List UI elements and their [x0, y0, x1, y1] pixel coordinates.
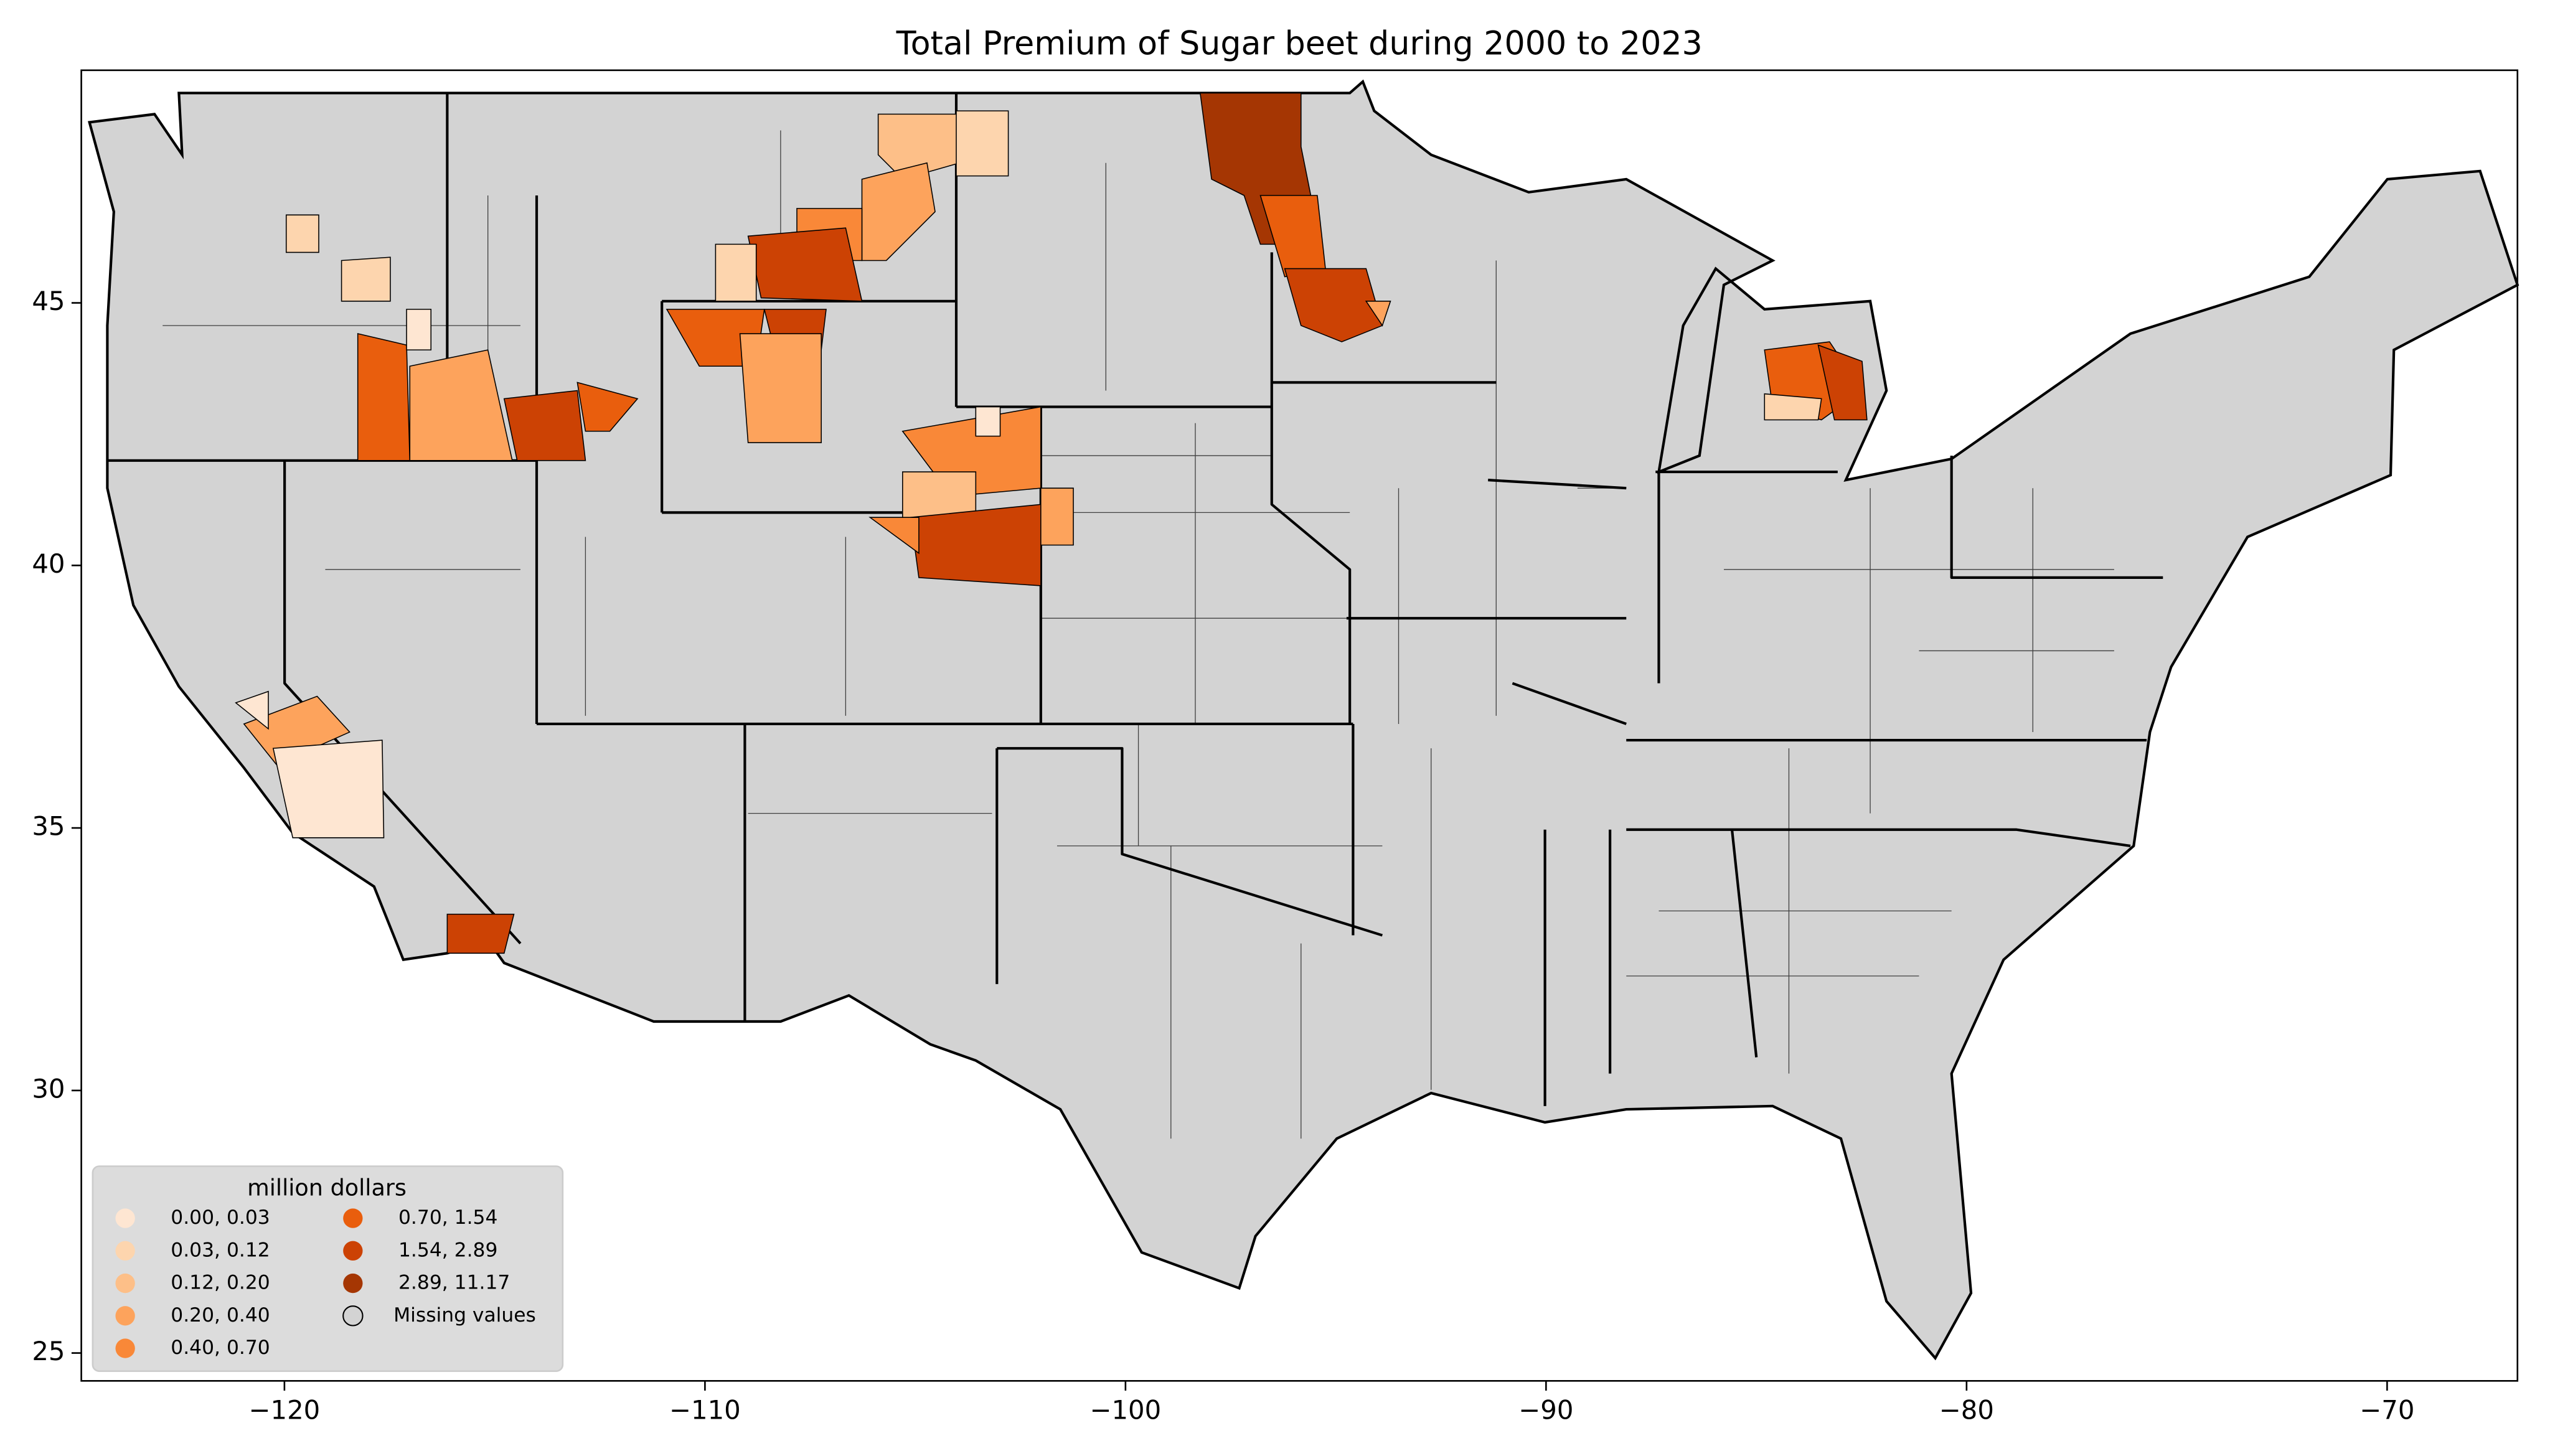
legend-swatch: [115, 1338, 135, 1358]
legend-label: 0.12, 0.20: [171, 1272, 270, 1294]
plot-frame: [80, 69, 2519, 1382]
y-tick-label: 40: [32, 548, 65, 579]
legend-label: 0.03, 0.12: [171, 1239, 270, 1261]
legend-swatch: [343, 1241, 363, 1261]
legend-label: 1.54, 2.89: [398, 1239, 497, 1261]
legend-label: 2.89, 11.17: [398, 1272, 510, 1294]
legend-label: 0.40, 0.70: [171, 1336, 270, 1359]
legend-swatch: [343, 1273, 363, 1294]
legend-label: Missing values: [393, 1304, 536, 1327]
legend-swatch: [342, 1305, 364, 1327]
legend-label: 0.20, 0.40: [171, 1304, 270, 1327]
legend-swatch: [115, 1208, 135, 1228]
y-tick-label: 35: [32, 811, 65, 842]
x-tick-label: −80: [1939, 1394, 1994, 1425]
map: [88, 79, 2519, 1361]
x-tick-label: −90: [1518, 1394, 1573, 1425]
legend: million dollars 0.00, 0.03 0.03, 0.12 0.12…: [92, 1165, 564, 1372]
legend-box: [92, 1165, 564, 1372]
y-tick-label: 45: [32, 286, 65, 316]
x-tick-label: −70: [2359, 1394, 2414, 1425]
legend-swatch: [343, 1208, 363, 1228]
county-grid: [162, 130, 2114, 1139]
legend-swatch: [115, 1306, 135, 1326]
legend-label: 0.70, 1.54: [398, 1206, 497, 1229]
chart-title: Total Premium of Sugar beet during 2000 …: [896, 26, 1703, 63]
y-tick-label: 30: [32, 1073, 65, 1104]
legend-title: million dollars: [247, 1175, 407, 1201]
x-tick-label: −100: [1089, 1394, 1161, 1425]
y-tick-label: 25: [32, 1336, 65, 1366]
legend-swatch: [115, 1241, 135, 1261]
legend-swatch: [115, 1273, 135, 1294]
x-tick-label: −120: [248, 1394, 320, 1425]
legend-label: 0.00, 0.03: [171, 1206, 270, 1229]
production-counties: [235, 92, 1868, 954]
x-tick-label: −110: [669, 1394, 741, 1425]
